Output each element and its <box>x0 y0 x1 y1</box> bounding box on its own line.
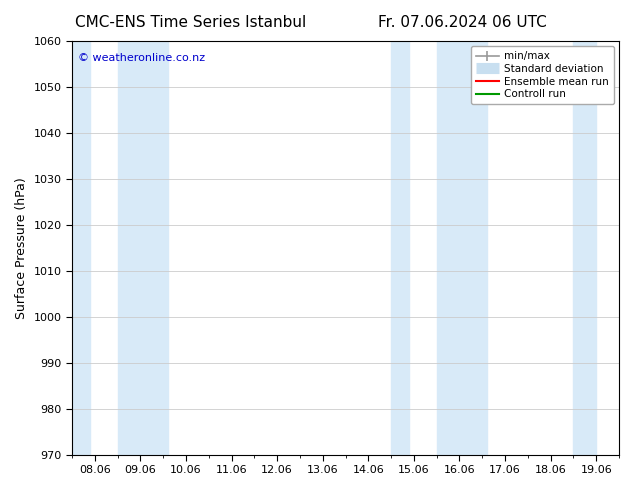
Bar <box>573 41 596 455</box>
Bar <box>72 41 90 455</box>
Legend: min/max, Standard deviation, Ensemble mean run, Controll run: min/max, Standard deviation, Ensemble me… <box>470 46 614 104</box>
Y-axis label: Surface Pressure (hPa): Surface Pressure (hPa) <box>15 177 28 318</box>
Text: CMC-ENS Time Series Istanbul: CMC-ENS Time Series Istanbul <box>75 15 306 30</box>
Text: Fr. 07.06.2024 06 UTC: Fr. 07.06.2024 06 UTC <box>378 15 547 30</box>
Text: © weatheronline.co.nz: © weatheronline.co.nz <box>77 53 205 64</box>
Bar <box>391 41 410 455</box>
Bar <box>437 41 487 455</box>
Bar <box>118 41 168 455</box>
